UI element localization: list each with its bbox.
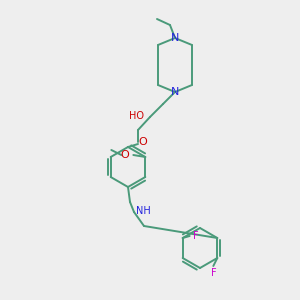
- Text: F: F: [211, 268, 216, 278]
- Text: O: O: [120, 150, 129, 160]
- Text: F: F: [193, 231, 199, 241]
- Text: NH: NH: [136, 206, 150, 216]
- Text: N: N: [171, 33, 179, 43]
- Text: HO: HO: [128, 111, 143, 121]
- Text: N: N: [171, 87, 179, 97]
- Text: O: O: [139, 137, 147, 147]
